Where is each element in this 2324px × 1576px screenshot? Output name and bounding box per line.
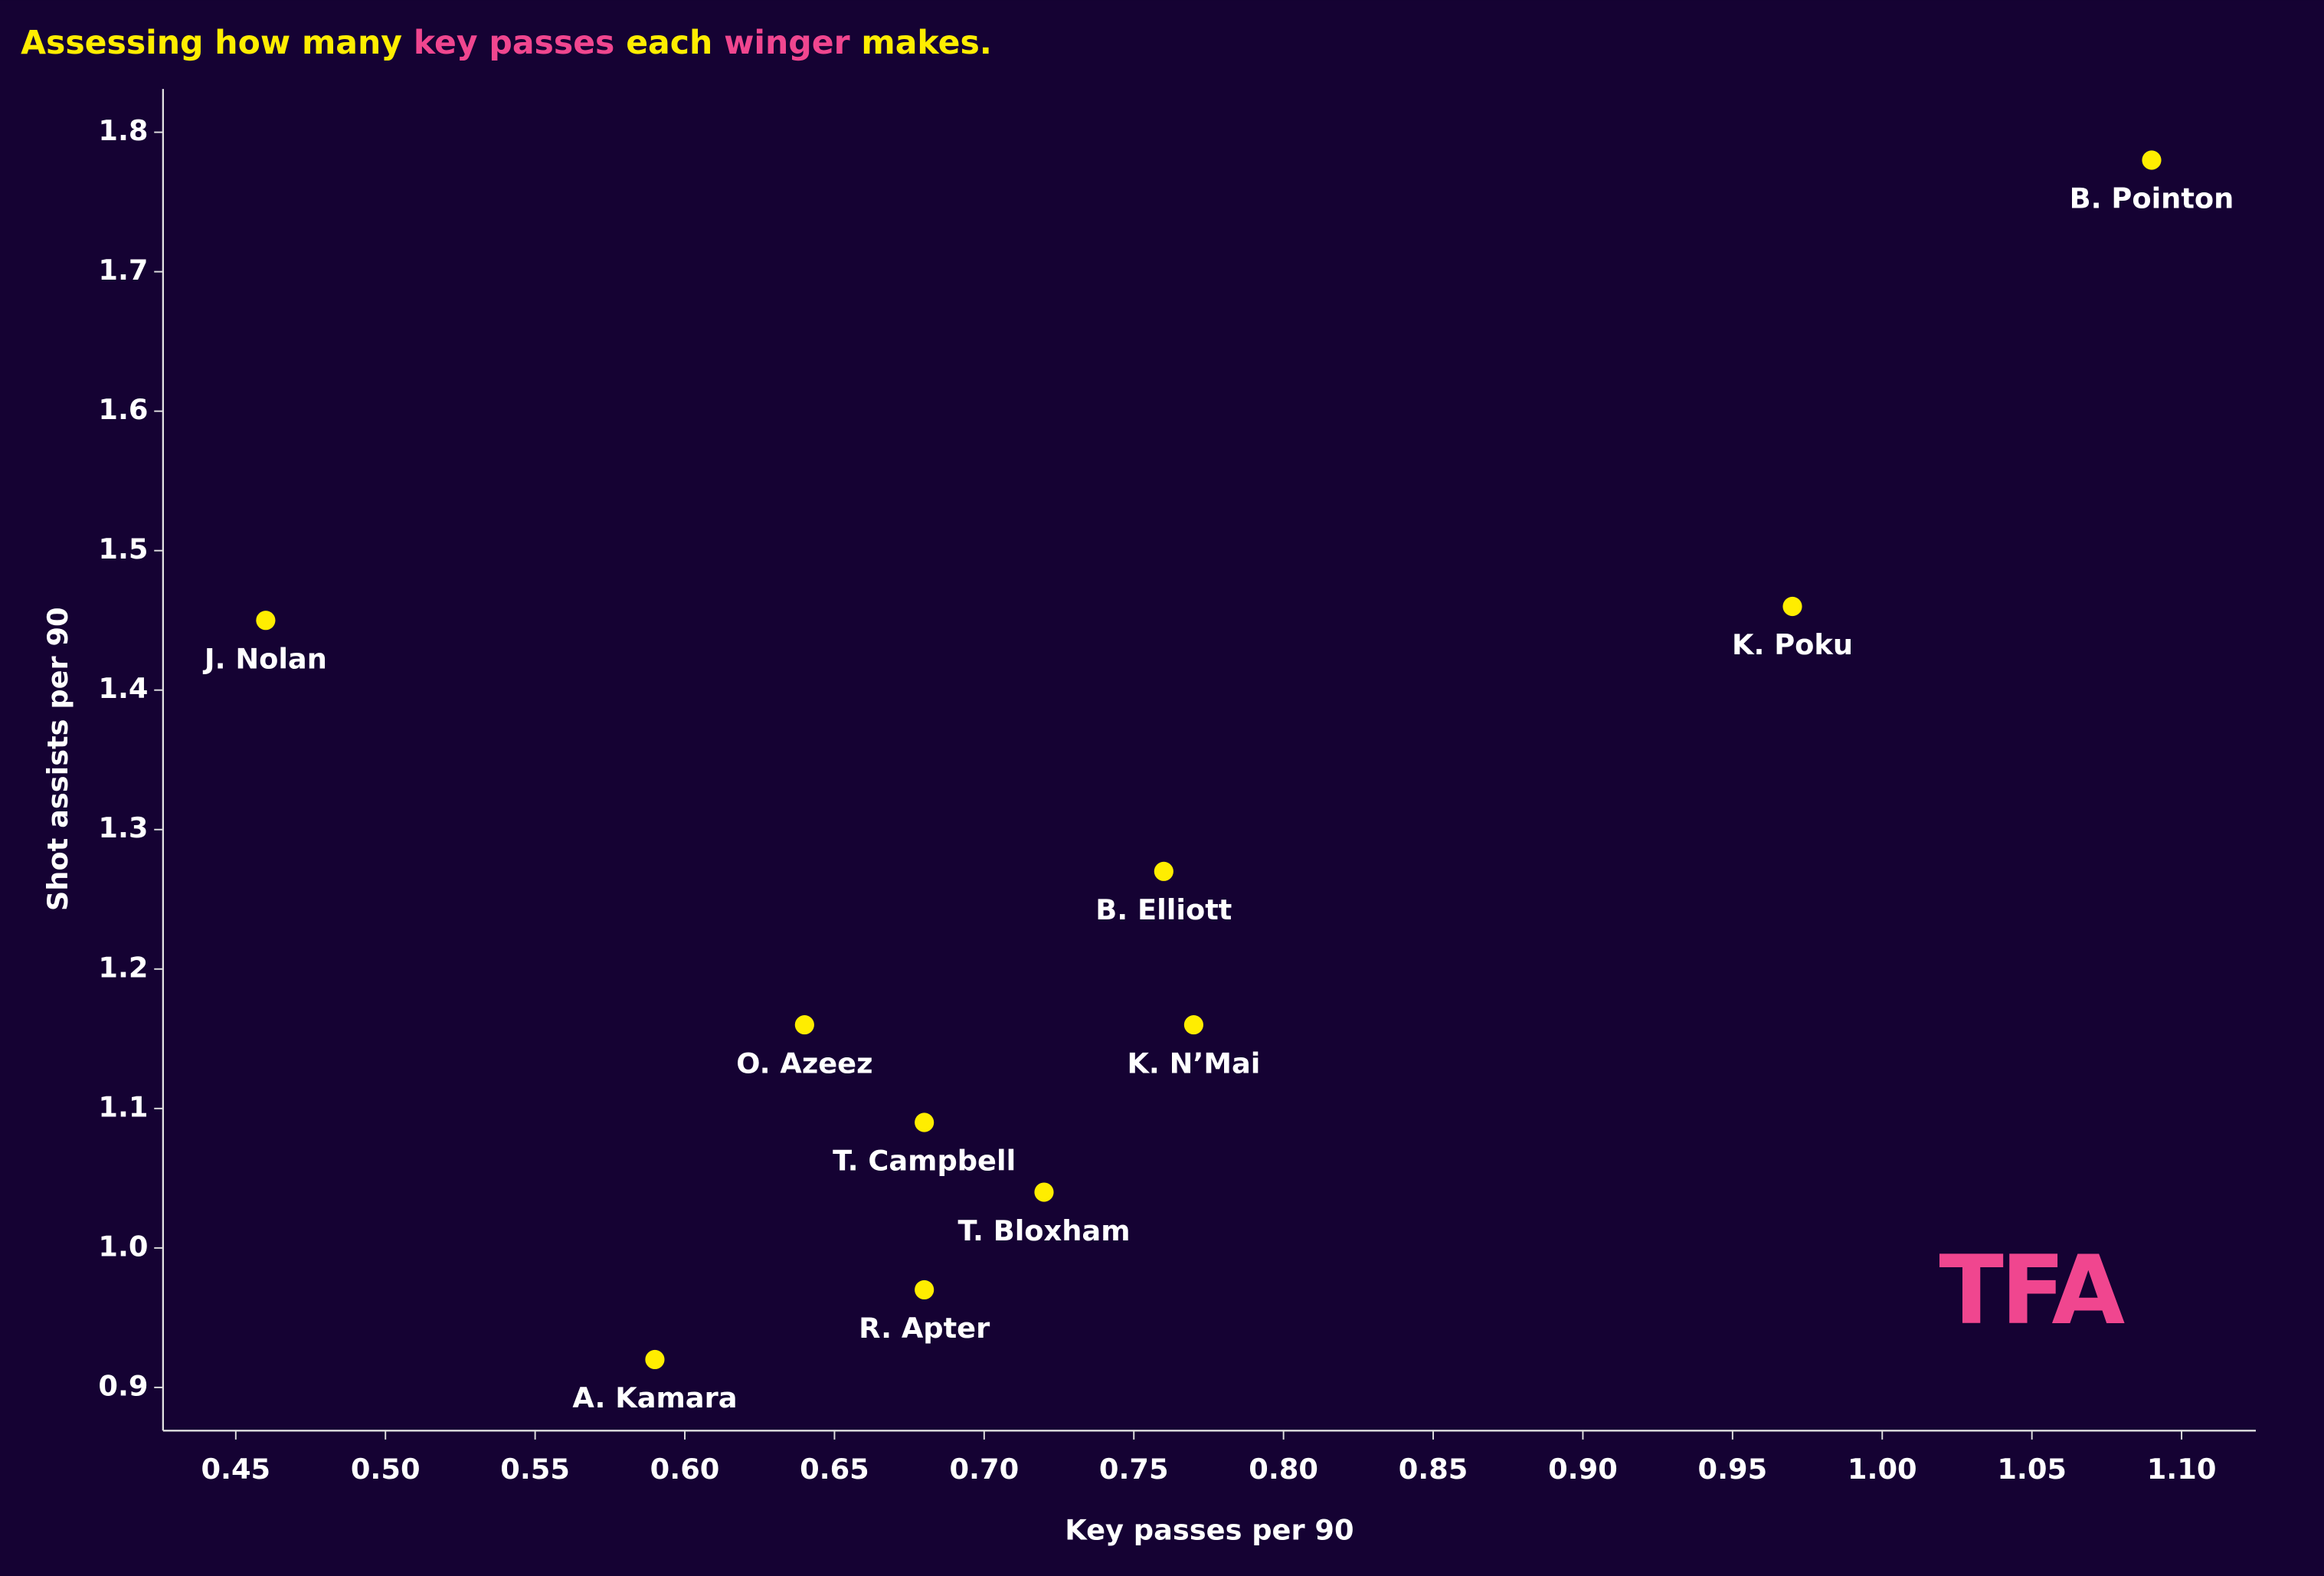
y-tick-label: 1.7 — [98, 254, 148, 287]
point — [1034, 1182, 1054, 1202]
x-axis-title: Key passes per 90 — [1065, 1513, 1353, 1546]
x-tick-label: 0.50 — [351, 1453, 421, 1486]
logo: TFA — [1939, 1236, 2125, 1346]
y-tick-label: 1.4 — [98, 672, 148, 705]
point — [794, 1015, 814, 1035]
title-part: winger — [724, 24, 849, 62]
x-tick-label: 0.85 — [1399, 1453, 1468, 1486]
x-tick-label: 1.00 — [1848, 1453, 1917, 1486]
point-label: K. N’Mai — [1127, 1047, 1260, 1080]
point-label: R. Apter — [859, 1312, 990, 1345]
point — [2142, 150, 2162, 170]
y-tick-label: 1.2 — [98, 951, 148, 984]
x-tick-label: 0.70 — [949, 1453, 1019, 1486]
point-label: A. Kamara — [572, 1381, 737, 1414]
x-tick-label: 1.10 — [2147, 1453, 2217, 1486]
point-label: B. Pointon — [2070, 182, 2234, 215]
x-tick-label: 1.05 — [1997, 1453, 2067, 1486]
title-part: each — [626, 24, 712, 62]
y-tick-label: 1.8 — [98, 114, 148, 147]
point-label: J. Nolan — [202, 642, 327, 675]
x-tick-label: 0.60 — [650, 1453, 720, 1486]
y-tick-label: 1.1 — [98, 1090, 148, 1123]
x-tick-label: 0.55 — [500, 1453, 570, 1486]
title-part: makes. — [861, 24, 992, 62]
point-label: T. Campbell — [833, 1145, 1016, 1178]
point — [256, 611, 276, 631]
point — [1154, 861, 1173, 881]
x-tick-label: 0.95 — [1698, 1453, 1768, 1486]
title-part: Assessing how many — [21, 24, 402, 62]
point-label: B. Elliott — [1095, 893, 1232, 926]
y-tick-label: 1.5 — [98, 532, 148, 565]
point — [915, 1112, 935, 1132]
point — [1782, 596, 1802, 617]
x-tick-label: 0.90 — [1548, 1453, 1618, 1486]
x-tick-label: 0.65 — [800, 1453, 869, 1486]
point-label: T. Bloxham — [957, 1214, 1130, 1247]
point-label: K. Poku — [1732, 628, 1853, 661]
title-part: key passes — [414, 24, 615, 62]
y-tick-label: 0.9 — [98, 1369, 148, 1402]
point-label: O. Azeez — [736, 1047, 872, 1080]
x-tick-label: 0.75 — [1099, 1453, 1169, 1486]
point — [915, 1279, 935, 1300]
point — [645, 1349, 665, 1370]
y-axis-title: Shot assists per 90 — [41, 607, 74, 911]
point — [1183, 1015, 1203, 1035]
y-tick-label: 1.6 — [98, 393, 148, 426]
chart-title: Assessing how many key passes each winge… — [21, 24, 992, 62]
y-tick-label: 1.0 — [98, 1230, 148, 1263]
x-tick-label: 0.80 — [1249, 1453, 1318, 1486]
x-tick-label: 0.45 — [201, 1453, 270, 1486]
y-tick-label: 1.3 — [98, 811, 148, 844]
